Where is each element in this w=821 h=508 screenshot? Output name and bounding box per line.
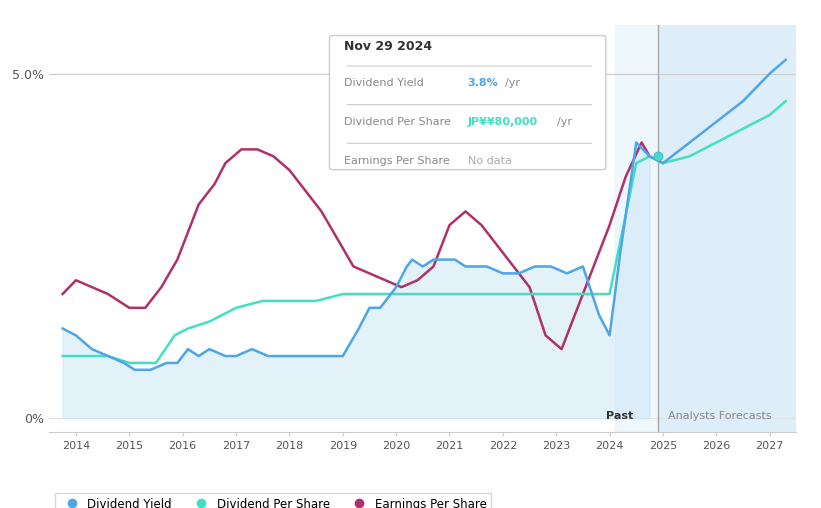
Text: /yr: /yr xyxy=(505,78,520,88)
Text: Dividend Per Share: Dividend Per Share xyxy=(344,117,452,127)
Text: /yr: /yr xyxy=(557,117,572,127)
Text: No data: No data xyxy=(468,155,511,166)
Text: Nov 29 2024: Nov 29 2024 xyxy=(344,40,433,53)
Bar xyxy=(615,25,658,432)
Text: Past: Past xyxy=(607,410,634,421)
Text: JP¥¥80,000: JP¥¥80,000 xyxy=(468,117,538,127)
Text: Earnings Per Share: Earnings Per Share xyxy=(344,155,450,166)
FancyBboxPatch shape xyxy=(329,36,606,170)
Text: Analysts Forecasts: Analysts Forecasts xyxy=(668,410,772,421)
Text: Dividend Yield: Dividend Yield xyxy=(344,78,424,88)
Bar xyxy=(658,25,796,432)
Text: 3.8%: 3.8% xyxy=(468,78,498,88)
Legend: Dividend Yield, Dividend Per Share, Earnings Per Share: Dividend Yield, Dividend Per Share, Earn… xyxy=(55,493,491,508)
